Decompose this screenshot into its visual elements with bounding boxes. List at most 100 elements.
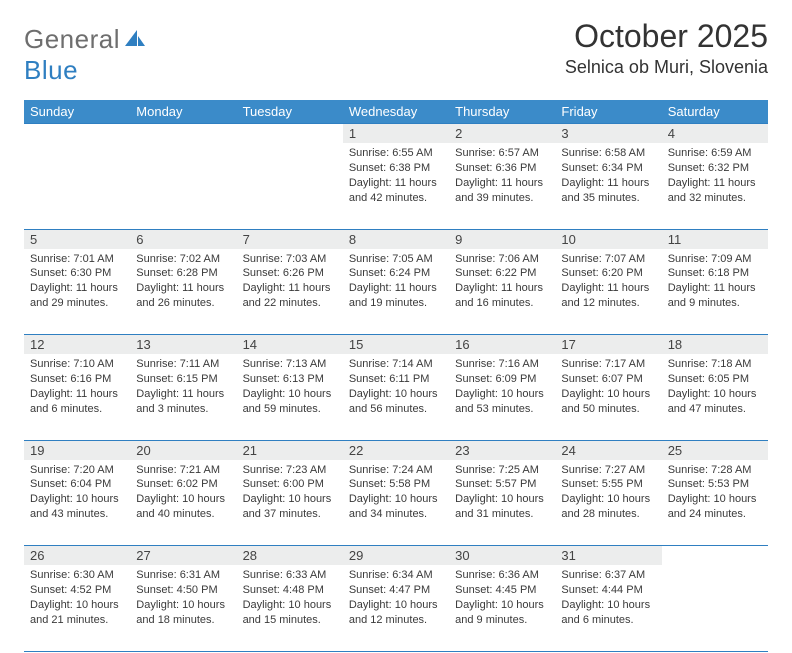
day-body-cell: Sunrise: 6:31 AMSunset: 4:50 PMDaylight:… xyxy=(130,565,236,651)
day-number: 15 xyxy=(343,335,449,354)
day-number-cell: 19 xyxy=(24,440,130,460)
day-body-cell: Sunrise: 7:17 AMSunset: 6:07 PMDaylight:… xyxy=(555,354,661,440)
day-number-cell: 30 xyxy=(449,546,555,566)
day-details: Sunrise: 7:14 AMSunset: 6:11 PMDaylight:… xyxy=(343,354,449,422)
day-number-cell: 3 xyxy=(555,124,661,144)
day-number-cell: 26 xyxy=(24,546,130,566)
day-number: 2 xyxy=(449,124,555,143)
day-details: Sunrise: 7:13 AMSunset: 6:13 PMDaylight:… xyxy=(237,354,343,422)
day-details: Sunrise: 7:05 AMSunset: 6:24 PMDaylight:… xyxy=(343,249,449,317)
day-number-row: 1234 xyxy=(24,124,768,144)
day-number: 8 xyxy=(343,230,449,249)
day-details: Sunrise: 6:36 AMSunset: 4:45 PMDaylight:… xyxy=(449,565,555,633)
day-details: Sunrise: 7:17 AMSunset: 6:07 PMDaylight:… xyxy=(555,354,661,422)
day-details: Sunrise: 7:02 AMSunset: 6:28 PMDaylight:… xyxy=(130,249,236,317)
day-number-cell: 25 xyxy=(662,440,768,460)
weekday-header-row: SundayMondayTuesdayWednesdayThursdayFrid… xyxy=(24,100,768,124)
day-body-cell xyxy=(130,143,236,229)
day-number-cell: 8 xyxy=(343,229,449,249)
day-number-cell: 10 xyxy=(555,229,661,249)
day-body-cell xyxy=(662,565,768,651)
day-number: 6 xyxy=(130,230,236,249)
day-number-cell: 17 xyxy=(555,335,661,355)
day-details: Sunrise: 7:18 AMSunset: 6:05 PMDaylight:… xyxy=(662,354,768,422)
day-number: 30 xyxy=(449,546,555,565)
day-number-cell: 5 xyxy=(24,229,130,249)
day-body-cell: Sunrise: 7:06 AMSunset: 6:22 PMDaylight:… xyxy=(449,249,555,335)
day-number-row: 19202122232425 xyxy=(24,440,768,460)
day-number-cell: 23 xyxy=(449,440,555,460)
day-details: Sunrise: 7:16 AMSunset: 6:09 PMDaylight:… xyxy=(449,354,555,422)
day-number: 17 xyxy=(555,335,661,354)
day-number: 10 xyxy=(555,230,661,249)
logo-text-right: Blue xyxy=(24,55,78,85)
day-number-cell: 20 xyxy=(130,440,236,460)
day-number-cell xyxy=(237,124,343,144)
day-number-cell xyxy=(662,546,768,566)
day-number-cell xyxy=(130,124,236,144)
day-number: 16 xyxy=(449,335,555,354)
day-body-cell: Sunrise: 7:02 AMSunset: 6:28 PMDaylight:… xyxy=(130,249,236,335)
day-details: Sunrise: 7:10 AMSunset: 6:16 PMDaylight:… xyxy=(24,354,130,422)
day-number: 26 xyxy=(24,546,130,565)
day-details: Sunrise: 7:25 AMSunset: 5:57 PMDaylight:… xyxy=(449,460,555,528)
day-body-cell: Sunrise: 7:11 AMSunset: 6:15 PMDaylight:… xyxy=(130,354,236,440)
day-number: 22 xyxy=(343,441,449,460)
day-number: 4 xyxy=(662,124,768,143)
day-number: 21 xyxy=(237,441,343,460)
day-body-cell: Sunrise: 7:20 AMSunset: 6:04 PMDaylight:… xyxy=(24,460,130,546)
day-body-row: Sunrise: 7:01 AMSunset: 6:30 PMDaylight:… xyxy=(24,249,768,335)
day-body-cell xyxy=(237,143,343,229)
day-number-cell: 7 xyxy=(237,229,343,249)
day-body-cell: Sunrise: 7:16 AMSunset: 6:09 PMDaylight:… xyxy=(449,354,555,440)
day-number-cell: 22 xyxy=(343,440,449,460)
day-number-row: 12131415161718 xyxy=(24,335,768,355)
day-details: Sunrise: 7:01 AMSunset: 6:30 PMDaylight:… xyxy=(24,249,130,317)
day-details: Sunrise: 6:57 AMSunset: 6:36 PMDaylight:… xyxy=(449,143,555,211)
day-body-cell: Sunrise: 6:57 AMSunset: 6:36 PMDaylight:… xyxy=(449,143,555,229)
day-body-cell: Sunrise: 7:24 AMSunset: 5:58 PMDaylight:… xyxy=(343,460,449,546)
day-details: Sunrise: 6:58 AMSunset: 6:34 PMDaylight:… xyxy=(555,143,661,211)
day-number: 1 xyxy=(343,124,449,143)
day-body-cell: Sunrise: 6:37 AMSunset: 4:44 PMDaylight:… xyxy=(555,565,661,651)
day-number: 24 xyxy=(555,441,661,460)
day-number-cell: 4 xyxy=(662,124,768,144)
day-body-cell: Sunrise: 7:13 AMSunset: 6:13 PMDaylight:… xyxy=(237,354,343,440)
weekday-header: Tuesday xyxy=(237,100,343,124)
month-title: October 2025 xyxy=(565,18,768,55)
day-body-cell: Sunrise: 6:59 AMSunset: 6:32 PMDaylight:… xyxy=(662,143,768,229)
day-number-cell: 12 xyxy=(24,335,130,355)
day-details: Sunrise: 7:09 AMSunset: 6:18 PMDaylight:… xyxy=(662,249,768,317)
day-body-row: Sunrise: 7:10 AMSunset: 6:16 PMDaylight:… xyxy=(24,354,768,440)
day-details: Sunrise: 7:07 AMSunset: 6:20 PMDaylight:… xyxy=(555,249,661,317)
day-details: Sunrise: 6:30 AMSunset: 4:52 PMDaylight:… xyxy=(24,565,130,633)
day-number: 13 xyxy=(130,335,236,354)
day-body-cell: Sunrise: 6:34 AMSunset: 4:47 PMDaylight:… xyxy=(343,565,449,651)
weekday-header: Saturday xyxy=(662,100,768,124)
day-details: Sunrise: 6:55 AMSunset: 6:38 PMDaylight:… xyxy=(343,143,449,211)
logo: GeneralBlue xyxy=(24,24,147,86)
day-body-cell: Sunrise: 6:33 AMSunset: 4:48 PMDaylight:… xyxy=(237,565,343,651)
day-number: 3 xyxy=(555,124,661,143)
day-body-cell: Sunrise: 7:14 AMSunset: 6:11 PMDaylight:… xyxy=(343,354,449,440)
day-details: Sunrise: 6:33 AMSunset: 4:48 PMDaylight:… xyxy=(237,565,343,633)
day-details: Sunrise: 6:31 AMSunset: 4:50 PMDaylight:… xyxy=(130,565,236,633)
day-number-cell: 1 xyxy=(343,124,449,144)
day-body-cell: Sunrise: 7:03 AMSunset: 6:26 PMDaylight:… xyxy=(237,249,343,335)
day-body-cell: Sunrise: 7:28 AMSunset: 5:53 PMDaylight:… xyxy=(662,460,768,546)
day-number: 7 xyxy=(237,230,343,249)
day-number: 9 xyxy=(449,230,555,249)
day-body-cell: Sunrise: 7:25 AMSunset: 5:57 PMDaylight:… xyxy=(449,460,555,546)
day-body-cell: Sunrise: 6:58 AMSunset: 6:34 PMDaylight:… xyxy=(555,143,661,229)
day-body-cell: Sunrise: 7:01 AMSunset: 6:30 PMDaylight:… xyxy=(24,249,130,335)
day-number: 27 xyxy=(130,546,236,565)
weekday-header: Monday xyxy=(130,100,236,124)
weekday-header: Friday xyxy=(555,100,661,124)
day-body-cell: Sunrise: 6:30 AMSunset: 4:52 PMDaylight:… xyxy=(24,565,130,651)
day-number-cell: 18 xyxy=(662,335,768,355)
calendar-table: SundayMondayTuesdayWednesdayThursdayFrid… xyxy=(24,100,768,653)
day-body-cell: Sunrise: 7:09 AMSunset: 6:18 PMDaylight:… xyxy=(662,249,768,335)
day-number-cell: 15 xyxy=(343,335,449,355)
calendar-page: GeneralBlue October 2025 Selnica ob Muri… xyxy=(0,0,792,653)
day-body-cell: Sunrise: 7:21 AMSunset: 6:02 PMDaylight:… xyxy=(130,460,236,546)
